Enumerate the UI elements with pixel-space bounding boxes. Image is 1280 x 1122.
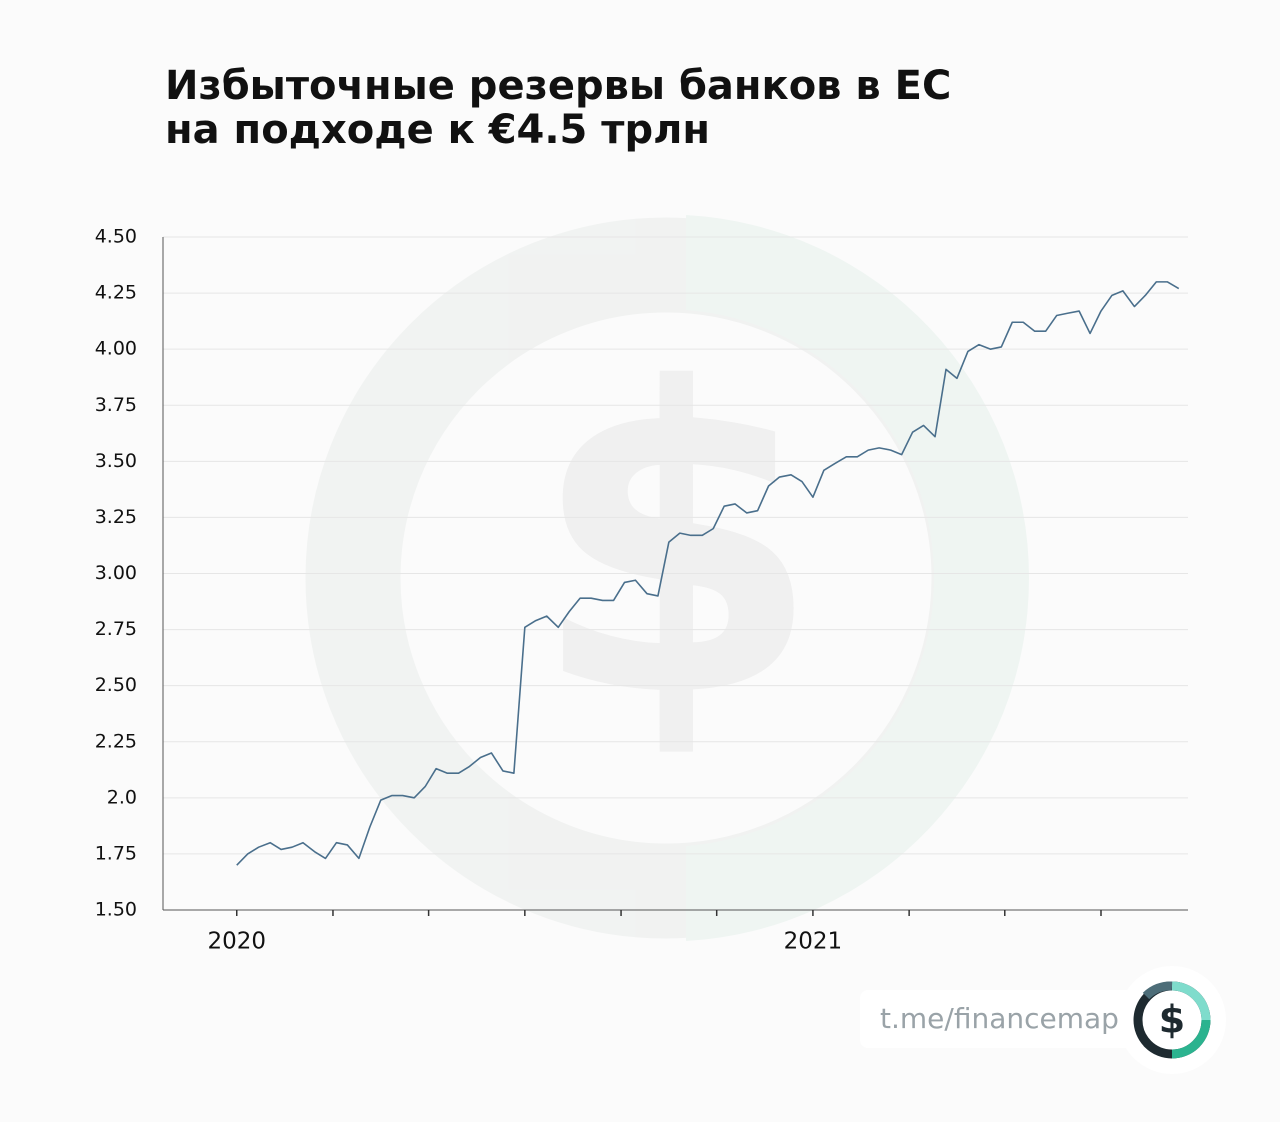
x-tick-label: 2020 [207, 929, 266, 955]
logo-dollar: $ [1159, 998, 1185, 1042]
watermark-segment [686, 215, 1030, 578]
y-tick-label: 3.50 [95, 450, 137, 472]
logo-ring-accent [1142, 981, 1173, 1000]
watermark: $ [305, 215, 1030, 941]
y-tick-label: 1.50 [95, 899, 137, 921]
y-tick-label: 4.00 [95, 338, 137, 360]
y-tick-label: 2.0 [107, 786, 137, 808]
y-tick-label: 3.75 [95, 394, 137, 416]
watermark-segment [686, 578, 1030, 941]
x-tick-label: 2021 [784, 929, 843, 955]
y-tick-label: 3.00 [95, 562, 137, 584]
data-line [236, 281, 1180, 866]
footer-pill [860, 990, 1160, 1048]
y-tick-label: 2.50 [95, 674, 137, 696]
footer-badge: t.me/financemap $ [860, 966, 1226, 1074]
y-tick-label: 4.25 [95, 282, 137, 304]
logo-ring-accent [1171, 1019, 1211, 1059]
logo-ring-accent [1171, 981, 1211, 1021]
y-tick-label: 2.75 [95, 618, 137, 640]
y-tick-label: 3.25 [95, 506, 137, 528]
chart-title: на подходе к €4.5 трлн [165, 107, 710, 153]
y-tick-label: 1.75 [95, 842, 137, 864]
chart-title: Избыточные резервы банков в ЕС [165, 63, 951, 109]
y-tick-label: 4.50 [95, 226, 137, 248]
footer-link[interactable]: t.me/financemap [880, 1002, 1119, 1035]
watermark-dollar: $ [530, 301, 822, 790]
y-tick-label: 2.25 [95, 730, 137, 752]
